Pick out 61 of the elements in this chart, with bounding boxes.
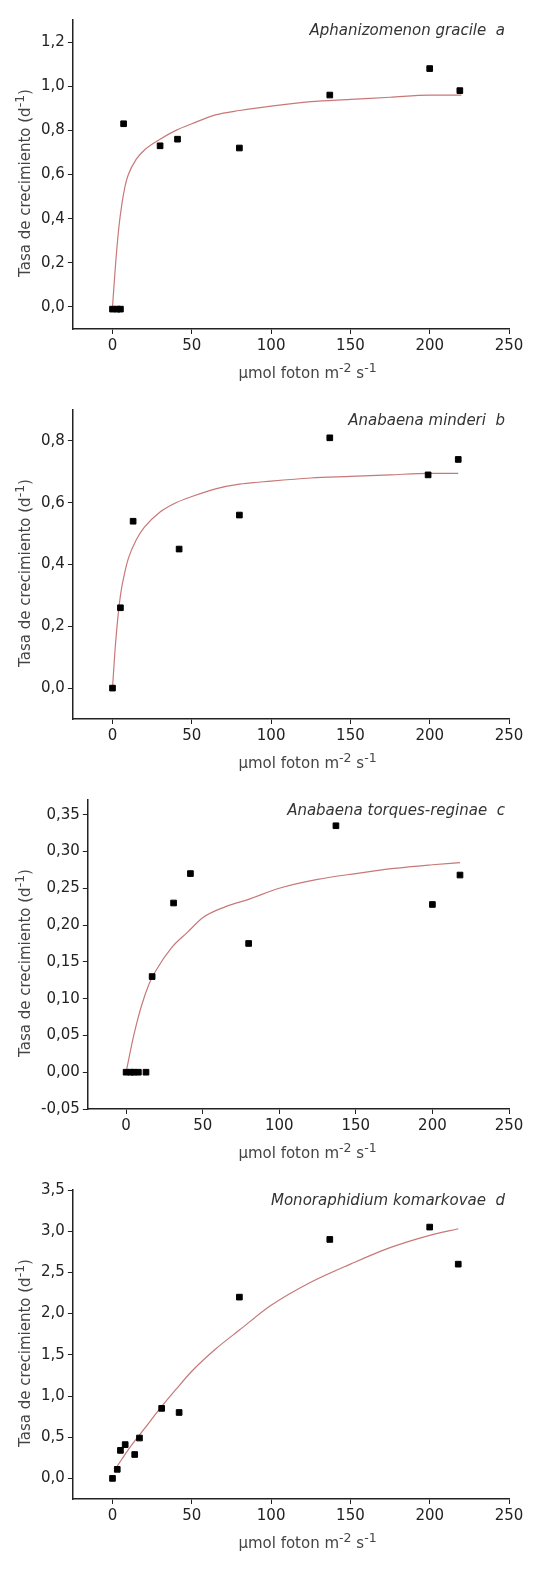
y-tick-label: 0,5 xyxy=(41,1427,65,1446)
x-tick-label: 0 xyxy=(107,725,118,744)
x-tick-label: 100 xyxy=(256,335,286,354)
x-tick-label: 200 xyxy=(415,1505,445,1524)
x-tick-label: 200 xyxy=(415,335,445,354)
x-axis-title: μmol foton m$^{-2}$ s$^{-1}$ xyxy=(237,360,378,382)
x-tick-label: 250 xyxy=(494,1115,524,1134)
y-tick-label: 0,30 xyxy=(46,841,80,860)
y-tick-label: 0,8 xyxy=(41,430,65,449)
chart-title: Monoraphidium komarkovae d xyxy=(271,1191,506,1210)
y-tick-label: 0,2 xyxy=(41,252,65,271)
y-tick-label: 0,25 xyxy=(46,878,80,897)
y-tick-label: 0,15 xyxy=(46,951,80,970)
y-tick-label: 3,5 xyxy=(41,1179,65,1198)
y-tick-label: 0,8 xyxy=(41,120,65,139)
y-tick-label: 0,10 xyxy=(46,988,80,1007)
y-tick-label: 0,6 xyxy=(41,164,65,183)
chart-title: Anabaena torques-reginae c xyxy=(286,801,506,820)
y-tick-label: 0,35 xyxy=(46,804,80,823)
x-tick-label: 150 xyxy=(341,1115,371,1134)
y-tick-label: 2,5 xyxy=(41,1262,65,1281)
chart-title: Aphanizomenon gracile a xyxy=(308,21,505,40)
y-tick-label: 0,0 xyxy=(41,296,65,315)
y-tick-label: 1,5 xyxy=(41,1344,65,1363)
y-tick-label: 0,20 xyxy=(46,914,80,933)
y-tick-label: 2,0 xyxy=(41,1303,65,1322)
x-tick-label: 250 xyxy=(494,725,524,744)
y-tick-label: 0,4 xyxy=(41,208,65,227)
y-tick-label: 1,0 xyxy=(41,76,65,95)
y-tick-label: 0,6 xyxy=(41,492,65,511)
x-tick-label: 0 xyxy=(107,1505,118,1524)
x-tick-label: 200 xyxy=(415,725,445,744)
x-tick-label: 150 xyxy=(336,335,365,354)
x-tick-label: 50 xyxy=(182,335,202,354)
chart-title: Anabaena minderi b xyxy=(347,411,505,430)
y-tick-label: 0,00 xyxy=(46,1062,80,1081)
x-tick-label: 50 xyxy=(182,725,202,744)
y-tick-label: 0,2 xyxy=(41,616,65,635)
y-tick-label: 1,0 xyxy=(41,1385,65,1404)
y-tick-label: 0,4 xyxy=(41,554,65,573)
x-tick-label: 50 xyxy=(193,1115,213,1134)
y-tick-label: 0,05 xyxy=(46,1025,80,1044)
x-tick-label: 100 xyxy=(264,1115,294,1134)
y-tick-label: 1,2 xyxy=(41,31,65,50)
x-tick-label: 0 xyxy=(107,335,118,354)
x-tick-label: 0 xyxy=(121,1115,131,1134)
x-tick-label: 100 xyxy=(256,1505,286,1524)
x-axis-title: μmol foton m$^{-2}$ s$^{-1}$ xyxy=(237,1530,378,1552)
x-tick-label: 150 xyxy=(336,1505,365,1524)
y-tick-label: 0,0 xyxy=(41,677,65,696)
x-tick-label: 100 xyxy=(256,725,286,744)
y-tick-label: 3,0 xyxy=(41,1221,65,1240)
y-tick-label: 0,0 xyxy=(41,1468,65,1487)
x-tick-label: 250 xyxy=(494,335,524,354)
x-axis-title: μmol foton m$^{-2}$ s$^{-1}$ xyxy=(237,750,378,772)
x-tick-label: 200 xyxy=(418,1115,447,1134)
x-tick-label: 250 xyxy=(494,1505,524,1524)
x-axis-title: μmol foton m$^{-2}$ s$^{-1}$ xyxy=(237,1140,378,1162)
x-tick-label: 150 xyxy=(336,725,365,744)
x-tick-label: 50 xyxy=(182,1505,202,1524)
y-tick-label: -0,05 xyxy=(41,1098,80,1117)
